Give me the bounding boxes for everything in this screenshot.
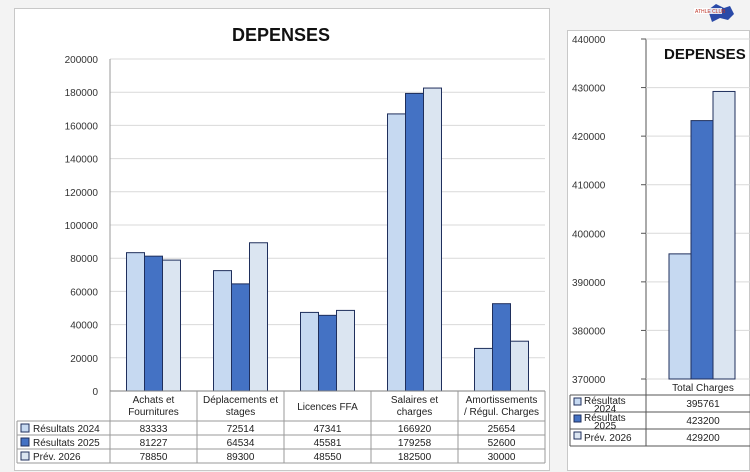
bar <box>318 314 337 392</box>
y-tick-label: 400000 <box>572 229 606 240</box>
y-tick-label: 60000 <box>70 287 98 298</box>
table-cell: 179258 <box>398 438 432 449</box>
chart-panel-total: 370000 380000 390000 400000 410000 420000 4300… <box>567 30 750 471</box>
logo-band <box>694 8 722 14</box>
y-tick-label: 140000 <box>65 155 99 166</box>
table-cell: 166920 <box>398 424 432 435</box>
bar <box>405 92 424 392</box>
bar <box>300 311 319 392</box>
table-cell: 89300 <box>227 452 255 463</box>
bar <box>213 270 232 392</box>
category-label: / Régul. Charges <box>464 407 539 418</box>
bar <box>690 120 714 380</box>
category-label: Déplacements et <box>203 395 278 406</box>
logo-text: ATHLE CLUB <box>695 9 726 15</box>
chart-title: DEPENSES <box>232 25 330 45</box>
y-tick-label: 40000 <box>70 321 98 332</box>
series-name: Résultats 2025 <box>33 438 100 449</box>
table-cell: 395761 <box>686 399 720 410</box>
series-name: Prév. 2026 <box>33 452 81 463</box>
bar <box>249 242 268 392</box>
table-cell: 429200 <box>686 433 720 444</box>
table-cell: 25654 <box>488 424 516 435</box>
table-cell: 64534 <box>227 438 255 449</box>
series-name: Résultats <box>584 413 626 424</box>
table-cell: 182500 <box>398 452 432 463</box>
chart-panel-main: DEPENSES 0 20000 40000 60000 80000 100000 12000… <box>14 8 550 471</box>
bar <box>387 113 406 392</box>
bar <box>492 303 511 392</box>
main-chart-svg: DEPENSES 0 20000 40000 60000 80000 100000 12000… <box>16 25 546 464</box>
table-cell: 47341 <box>314 424 342 435</box>
y-tick-label: 390000 <box>572 278 606 289</box>
legend-key <box>20 437 30 447</box>
table-cell: 423200 <box>686 416 720 427</box>
table-cell: 30000 <box>488 452 516 463</box>
y-tick-label: 120000 <box>65 188 99 199</box>
y-tick-label: 410000 <box>572 181 606 192</box>
y-tick-label: 80000 <box>70 254 98 265</box>
y-tick-label: 430000 <box>572 84 606 95</box>
category-label: Licences FFA <box>297 402 358 413</box>
category-label: stages <box>226 407 255 418</box>
y-tick-label: 420000 <box>572 132 606 143</box>
legend-key <box>20 423 30 433</box>
y-tick-label: 380000 <box>572 326 606 337</box>
y-tick-label: 20000 <box>70 354 98 365</box>
table-cell: 52600 <box>488 438 516 449</box>
category-label: Total Charges <box>672 383 734 394</box>
y-tick-label: 370000 <box>572 375 606 386</box>
y-tick-label: 200000 <box>65 55 99 66</box>
legend-key <box>573 414 582 423</box>
table-cell: 81227 <box>140 438 168 449</box>
series-name: Prév. 2026 <box>584 433 632 444</box>
y-tick-label: 160000 <box>65 121 99 132</box>
table-cell: 78850 <box>140 452 168 463</box>
bar <box>144 255 163 392</box>
category-label: Fournitures <box>128 407 179 418</box>
category-label: Achats et <box>133 395 175 406</box>
category-label: Salaires et <box>391 395 438 406</box>
bar <box>126 252 145 392</box>
bar <box>668 253 692 380</box>
table-cell: 48550 <box>314 452 342 463</box>
bar <box>712 90 736 380</box>
y-tick-label: 0 <box>92 387 98 398</box>
bar <box>231 283 250 392</box>
table-cell: 45581 <box>314 438 342 449</box>
series-name: 2025 <box>594 421 617 432</box>
legend-key <box>573 431 582 440</box>
category-label: Amortissements <box>466 395 538 406</box>
legend-key <box>573 397 582 406</box>
series-name: Résultats 2024 <box>33 424 100 435</box>
chart-title: DEPENSES <box>664 46 746 63</box>
series-name: Résultats <box>584 396 626 407</box>
bar <box>510 340 529 392</box>
table-cell: 72514 <box>227 424 255 435</box>
y-tick-label: 100000 <box>65 221 99 232</box>
series-name: 2024 <box>594 404 617 415</box>
bar <box>336 309 355 392</box>
category-label: charges <box>397 407 433 418</box>
bar <box>162 259 181 392</box>
y-tick-label: 440000 <box>572 35 606 46</box>
legend-key <box>20 451 30 461</box>
bar <box>474 347 493 392</box>
bar <box>423 87 442 392</box>
table-cell: 83333 <box>140 424 168 435</box>
club-logo: ATHLE CLUB <box>694 4 734 22</box>
total-chart-svg: 370000 380000 390000 400000 410000 420000 4300… <box>569 35 750 447</box>
y-tick-label: 180000 <box>65 88 99 99</box>
